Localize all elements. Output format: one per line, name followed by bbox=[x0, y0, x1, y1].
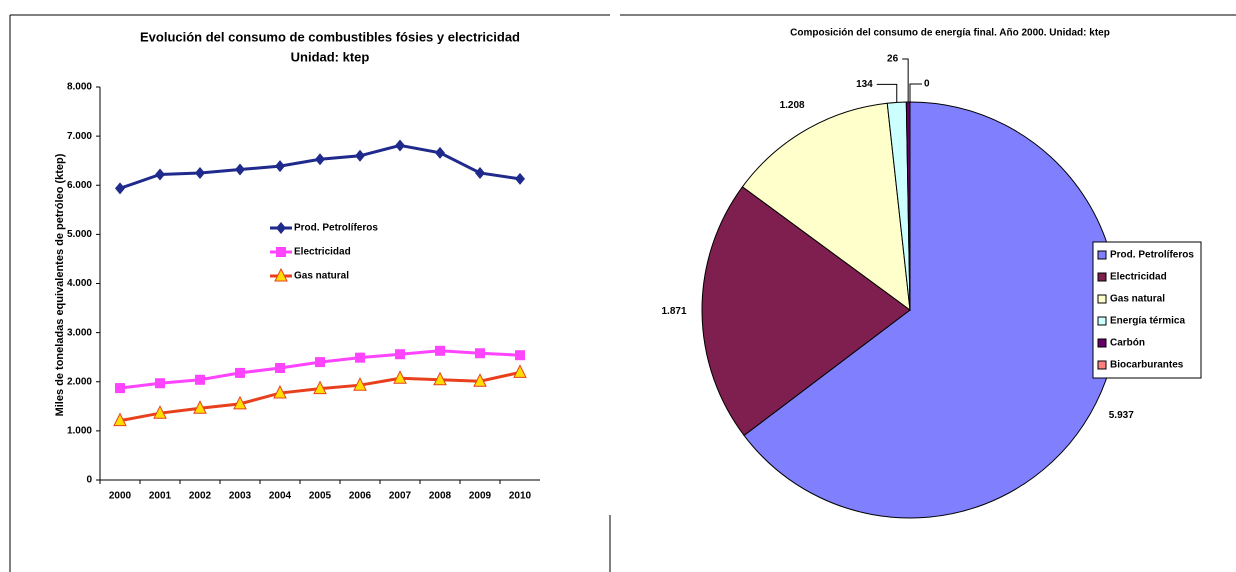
data-point bbox=[233, 395, 247, 410]
leader-line bbox=[876, 83, 898, 103]
data-point bbox=[155, 168, 165, 181]
legend-label: Electricidad bbox=[294, 247, 351, 258]
data-point bbox=[395, 349, 405, 360]
data-point bbox=[473, 373, 487, 387]
data-point bbox=[475, 166, 485, 179]
pie-label: 134 bbox=[856, 79, 873, 90]
pie-label: 1.871 bbox=[661, 306, 686, 317]
data-point bbox=[515, 350, 525, 361]
data-point bbox=[433, 371, 447, 386]
data-point bbox=[395, 139, 405, 152]
line-subtitle: Unidad: ktep bbox=[291, 49, 370, 64]
data-point bbox=[195, 166, 205, 179]
data-point bbox=[515, 172, 525, 185]
x-tick-label: 2006 bbox=[349, 491, 372, 502]
y-tick-label: 0 bbox=[86, 475, 92, 486]
legend-swatch bbox=[1097, 250, 1107, 260]
data-point bbox=[435, 146, 445, 159]
pie-slice bbox=[701, 186, 911, 437]
legend-box bbox=[1092, 241, 1202, 379]
x-tick-label: 2010 bbox=[509, 491, 532, 502]
series-line bbox=[119, 370, 521, 423]
data-point bbox=[355, 352, 365, 363]
x-tick-label: 2005 bbox=[309, 491, 332, 502]
data-point bbox=[275, 160, 285, 173]
pie-label: 5.937 bbox=[1109, 410, 1134, 421]
y-axis-label: Miles de toneladas equivalentes de petró… bbox=[54, 153, 66, 416]
legend-label: Energía térmica bbox=[1110, 316, 1185, 327]
data-point bbox=[435, 345, 445, 356]
x-tick-label: 2003 bbox=[229, 491, 252, 502]
data-point bbox=[273, 384, 287, 399]
data-point bbox=[113, 412, 127, 427]
legend-label: Electricidad bbox=[1110, 272, 1167, 283]
legend-marker bbox=[276, 222, 286, 234]
data-point bbox=[153, 405, 167, 419]
legend-label: Carbón bbox=[1110, 338, 1145, 349]
data-point bbox=[275, 362, 285, 373]
pie-slice bbox=[743, 101, 1119, 519]
data-point bbox=[115, 182, 125, 195]
y-tick-label: 8.000 bbox=[67, 82, 92, 93]
legend-label: Gas natural bbox=[1110, 294, 1165, 305]
pie-label: 0 bbox=[924, 79, 930, 90]
legend-label: Biocarburantes bbox=[1110, 360, 1184, 371]
legend-label: Prod. Petrolíferos bbox=[294, 223, 378, 234]
data-point bbox=[193, 400, 207, 414]
x-tick-label: 2007 bbox=[389, 491, 412, 502]
data-point bbox=[353, 377, 367, 391]
data-point bbox=[355, 149, 365, 162]
y-tick-label: 4.000 bbox=[67, 278, 92, 289]
data-point bbox=[393, 370, 407, 384]
y-tick-label: 3.000 bbox=[67, 327, 92, 338]
x-tick-label: 2009 bbox=[469, 491, 492, 502]
legend-label: Prod. Petrolíferos bbox=[1110, 250, 1194, 261]
y-tick-label: 1.000 bbox=[67, 426, 92, 437]
data-point bbox=[315, 153, 325, 166]
data-point bbox=[155, 378, 165, 389]
pie-slice bbox=[741, 102, 911, 312]
pie-label: 26 bbox=[887, 54, 899, 65]
y-tick-label: 5.000 bbox=[67, 229, 92, 240]
x-tick-label: 2000 bbox=[109, 491, 132, 502]
data-point bbox=[475, 348, 485, 359]
line-title: Evolución del consumo de combustibles fó… bbox=[140, 29, 520, 44]
series-line bbox=[119, 143, 521, 190]
leader-line bbox=[909, 83, 922, 102]
x-tick-label: 2008 bbox=[429, 491, 452, 502]
pie-title: Composición del consumo de energía final… bbox=[790, 28, 1110, 39]
legend-swatch bbox=[1097, 360, 1107, 370]
legend-swatch bbox=[1097, 294, 1107, 304]
data-point bbox=[195, 374, 205, 385]
data-point bbox=[115, 383, 125, 394]
legend-marker bbox=[274, 267, 288, 282]
leader-line bbox=[902, 58, 909, 103]
y-tick-label: 2.000 bbox=[67, 376, 92, 387]
data-point bbox=[235, 367, 245, 378]
x-tick-label: 2002 bbox=[189, 491, 212, 502]
pie-label: 1.208 bbox=[780, 100, 805, 111]
legend-marker bbox=[276, 247, 286, 257]
y-tick-label: 6.000 bbox=[67, 180, 92, 191]
legend-label: Gas natural bbox=[294, 271, 349, 282]
legend-swatch bbox=[1097, 272, 1107, 282]
legend-swatch bbox=[1097, 338, 1107, 348]
data-point bbox=[235, 163, 245, 176]
legend-swatch bbox=[1097, 316, 1107, 326]
data-point bbox=[513, 364, 527, 378]
data-point bbox=[313, 380, 327, 395]
data-point bbox=[315, 357, 325, 368]
y-tick-label: 7.000 bbox=[67, 131, 92, 142]
x-tick-label: 2001 bbox=[149, 491, 172, 502]
x-tick-label: 2004 bbox=[269, 491, 292, 502]
